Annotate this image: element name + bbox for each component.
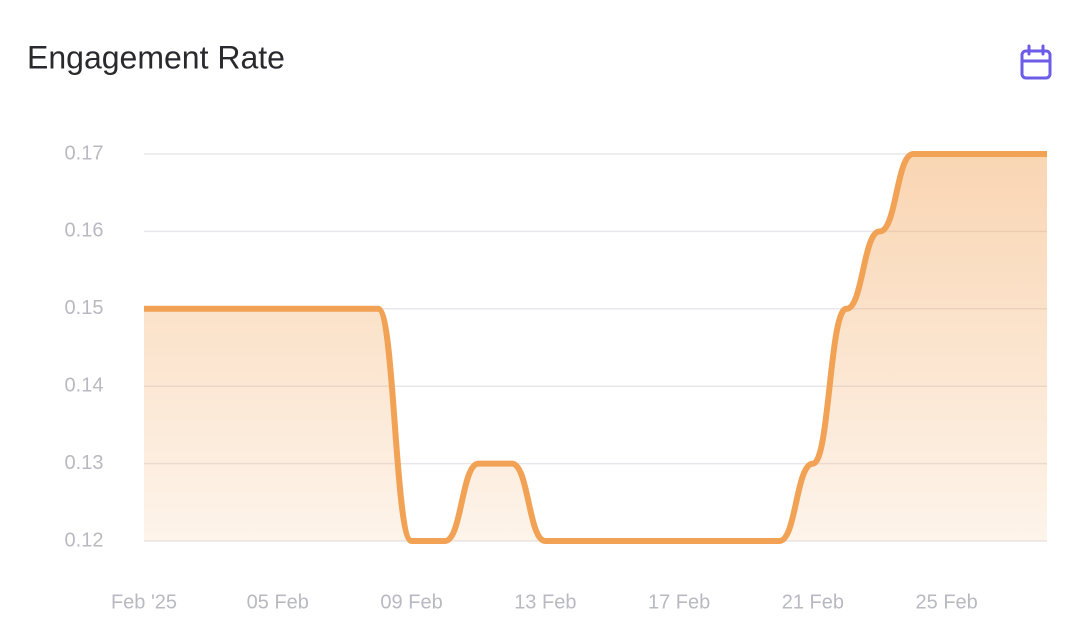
x-tick-label: 21 Feb: [782, 591, 844, 613]
y-tick-label: 0.15: [65, 297, 104, 319]
x-tick-label: 05 Feb: [247, 591, 309, 613]
y-tick-label: 0.16: [65, 220, 104, 242]
y-tick-label: 0.13: [65, 452, 104, 474]
x-tick-label: 09 Feb: [380, 591, 442, 613]
x-tick-label: Feb '25: [111, 591, 177, 613]
y-tick-label: 0.14: [65, 374, 104, 396]
y-tick-label: 0.17: [65, 142, 104, 164]
x-tick-label: 17 Feb: [648, 591, 710, 613]
x-tick-label: 13 Feb: [514, 591, 576, 613]
calendar-button[interactable]: [1020, 44, 1052, 80]
line: [144, 150, 1047, 544]
y-tick-label: 0.12: [65, 529, 104, 551]
area-fill: [144, 154, 1047, 541]
x-tick-label: 25 Feb: [916, 591, 978, 613]
chart-title: Engagement Rate: [27, 39, 285, 75]
